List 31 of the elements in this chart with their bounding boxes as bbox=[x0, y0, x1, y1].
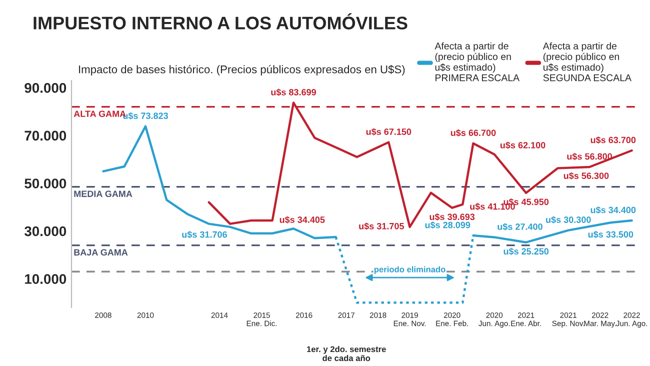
data-label: u$s 31.706 bbox=[182, 230, 227, 238]
legend-label: Afecta a partir de (precio público en u$s estimado) SEGUNDA ESCALA bbox=[542, 42, 632, 82]
data-label: u$s 56.300 bbox=[564, 172, 609, 180]
ref-line-label: BAJA GAMA bbox=[74, 249, 128, 256]
data-label: u$s 56.800 bbox=[567, 152, 612, 160]
chart-subtitle: Impacto de bases histórico. (Precios públicos expresados en U$S) bbox=[79, 64, 405, 76]
data-label: u$s 39.693 bbox=[430, 213, 475, 221]
ref-line-label: MEDIA GAMA bbox=[74, 190, 132, 198]
data-label: u$s 34.405 bbox=[280, 216, 325, 224]
data-label: u$s 28.099 bbox=[425, 221, 470, 229]
data-label: u$s 25.250 bbox=[504, 248, 549, 256]
data-label: u$s 62.100 bbox=[500, 142, 546, 149]
data-label: u$s 31.705 bbox=[359, 222, 404, 230]
data-label: u$s 83.699 bbox=[271, 88, 316, 96]
data-label: u$s 63.700 bbox=[590, 136, 636, 144]
y-tick-label: 70.000 bbox=[24, 130, 66, 141]
data-label: u$s 30.300 bbox=[546, 216, 591, 224]
legend-label: Afecta a partir de (precio público en u$s estimado) PRIMERA ESCALA bbox=[434, 42, 520, 82]
y-tick-label: 10.000 bbox=[25, 274, 66, 284]
chart-title: IMPUESTO INTERNO A LOS AUTOMÓVILES bbox=[34, 13, 408, 30]
text: 1er. y 2do. semestre de cada año bbox=[307, 346, 386, 362]
y-tick-label: 90.000 bbox=[24, 83, 66, 93]
data-label: u$s 27.400 bbox=[498, 223, 542, 230]
annotation: periodo eliminado bbox=[374, 266, 446, 274]
y-tick-label: 50.000 bbox=[24, 178, 66, 188]
y-tick-label: 30.000 bbox=[24, 226, 66, 236]
data-label: u$s 41.100 bbox=[470, 202, 515, 210]
data-label: u$s 33.500 bbox=[588, 230, 634, 238]
data-label: u$s 67.150 bbox=[366, 128, 412, 136]
data-label: u$s 66.700 bbox=[450, 129, 496, 137]
data-label: u$s 34.400 bbox=[590, 206, 636, 214]
